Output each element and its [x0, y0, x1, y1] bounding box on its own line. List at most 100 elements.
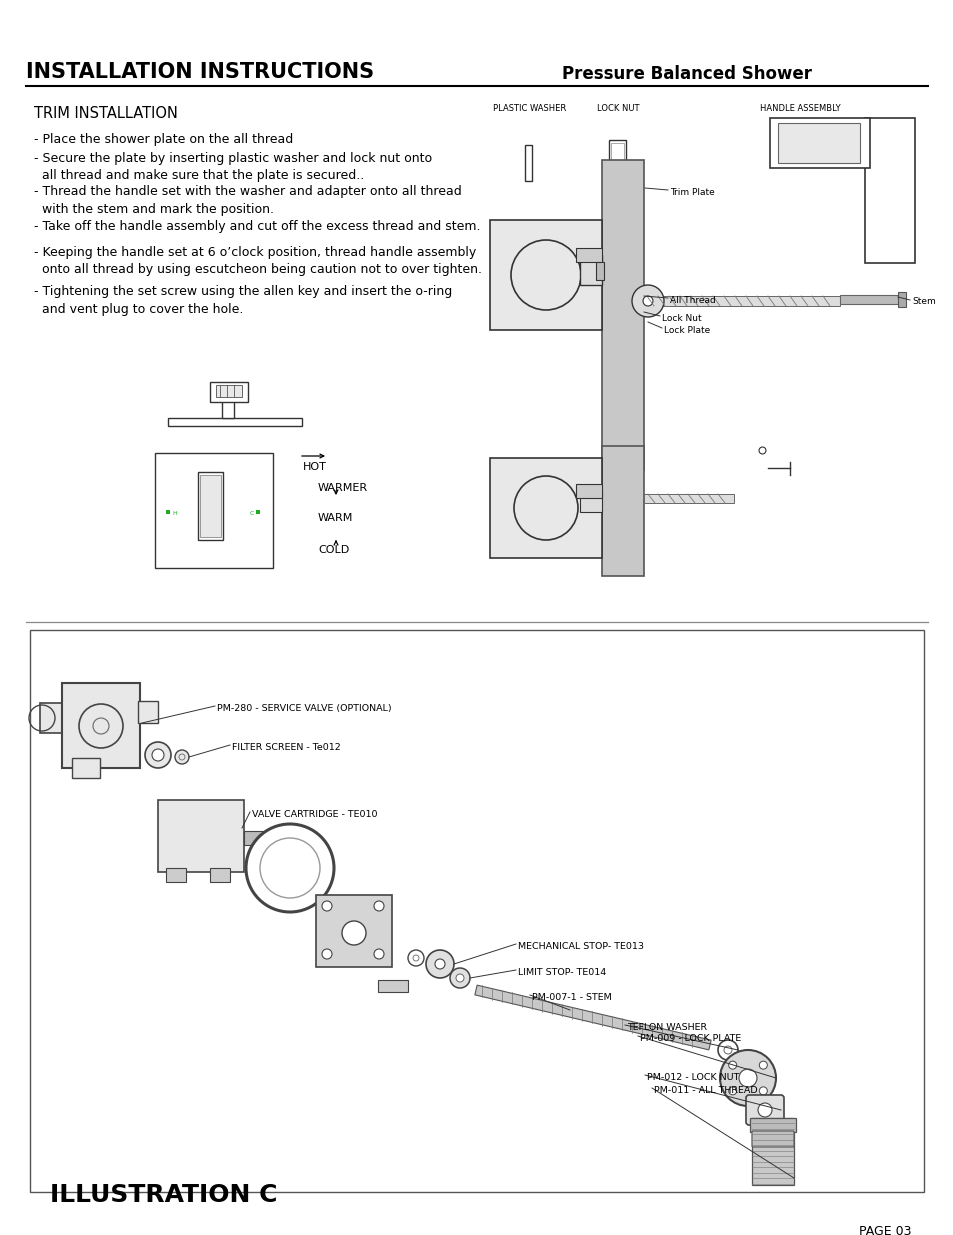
- Text: MECHANICAL STOP- TE013: MECHANICAL STOP- TE013: [517, 942, 643, 951]
- Circle shape: [631, 285, 663, 317]
- Bar: [475, 986, 710, 1050]
- Bar: [266, 831, 280, 842]
- Bar: [490, 220, 601, 330]
- Bar: [864, 119, 914, 263]
- Bar: [62, 683, 140, 768]
- Bar: [490, 458, 601, 558]
- Bar: [71, 758, 100, 778]
- Text: HANDLE ASSEMBLY: HANDLE ASSEMBLY: [759, 104, 840, 112]
- Circle shape: [642, 296, 652, 306]
- Text: Trim Plate: Trim Plate: [669, 188, 714, 198]
- Circle shape: [456, 974, 463, 982]
- Circle shape: [739, 1070, 757, 1087]
- Circle shape: [322, 902, 332, 911]
- Text: COLD: COLD: [317, 545, 349, 555]
- Circle shape: [728, 1087, 736, 1095]
- Bar: [749, 1118, 795, 1132]
- Circle shape: [450, 968, 470, 988]
- Bar: [634, 295, 643, 306]
- Bar: [524, 144, 532, 182]
- Circle shape: [246, 824, 334, 911]
- Bar: [579, 254, 601, 285]
- Bar: [198, 472, 223, 540]
- Text: PM-012 - LOCK NUT: PM-012 - LOCK NUT: [646, 1073, 739, 1082]
- Bar: [610, 143, 623, 165]
- Bar: [200, 475, 221, 537]
- Text: - Tightening the set screw using the allen key and insert the o-ring
  and vent : - Tightening the set screw using the all…: [34, 285, 452, 315]
- Bar: [315, 895, 392, 967]
- Text: LIMIT STOP- TE014: LIMIT STOP- TE014: [517, 968, 605, 977]
- Text: PM-007-1 - STEM: PM-007-1 - STEM: [532, 993, 611, 1002]
- Text: PM-280 - SERVICE VALVE (OPTIONAL): PM-280 - SERVICE VALVE (OPTIONAL): [216, 704, 392, 713]
- Bar: [643, 494, 733, 503]
- Text: - Secure the plate by inserting plastic washer and lock nut onto
  all thread an: - Secure the plate by inserting plastic …: [34, 152, 432, 183]
- Bar: [576, 484, 601, 498]
- Text: - Keeping the handle set at 6 o’clock position, thread handle assembly
  onto al: - Keeping the handle set at 6 o’clock po…: [34, 246, 481, 277]
- Text: TRIM INSTALLATION: TRIM INSTALLATION: [34, 106, 177, 121]
- Bar: [596, 262, 603, 280]
- Circle shape: [426, 950, 454, 978]
- Text: WARMER: WARMER: [317, 483, 368, 493]
- Bar: [158, 800, 244, 872]
- Text: - Thread the handle set with the washer and adapter onto all thread
  with the s: - Thread the handle set with the washer …: [34, 185, 461, 215]
- Bar: [244, 831, 266, 845]
- Text: LOCK NUT: LOCK NUT: [597, 104, 639, 112]
- Text: Lock Nut: Lock Nut: [661, 314, 700, 324]
- FancyBboxPatch shape: [751, 1131, 793, 1147]
- Bar: [210, 868, 230, 882]
- Bar: [601, 161, 643, 471]
- Text: TEFLON WASHER: TEFLON WASHER: [626, 1023, 706, 1032]
- Text: PLASTIC WASHER: PLASTIC WASHER: [493, 104, 566, 112]
- Circle shape: [374, 948, 384, 960]
- Text: H: H: [172, 511, 176, 516]
- Bar: [608, 140, 625, 168]
- Text: FILTER SCREEN - Te012: FILTER SCREEN - Te012: [232, 743, 340, 752]
- Bar: [601, 446, 643, 576]
- Bar: [579, 490, 601, 513]
- Bar: [168, 417, 302, 426]
- Bar: [840, 295, 899, 304]
- Circle shape: [145, 742, 171, 768]
- Bar: [576, 248, 601, 262]
- Bar: [643, 296, 840, 306]
- Bar: [30, 630, 923, 1192]
- Circle shape: [341, 921, 366, 945]
- Text: ILLUSTRATION C: ILLUSTRATION C: [50, 1183, 277, 1207]
- Bar: [210, 382, 248, 403]
- Bar: [377, 981, 408, 992]
- Circle shape: [759, 1061, 766, 1070]
- Bar: [751, 1118, 793, 1186]
- Circle shape: [718, 1040, 738, 1060]
- Text: C: C: [250, 511, 253, 516]
- Bar: [166, 868, 186, 882]
- Text: - Take off the handle assembly and cut off the excess thread and stem.: - Take off the handle assembly and cut o…: [34, 220, 480, 233]
- Circle shape: [322, 948, 332, 960]
- Text: - Place the shower plate on the all thread: - Place the shower plate on the all thre…: [34, 133, 293, 146]
- Bar: [222, 400, 233, 417]
- Bar: [215, 385, 242, 396]
- Text: All Thread: All Thread: [669, 296, 715, 305]
- Bar: [138, 701, 158, 722]
- Bar: [769, 119, 869, 168]
- Circle shape: [174, 750, 189, 764]
- Text: PM-011 - ALL THREAD: PM-011 - ALL THREAD: [654, 1086, 757, 1095]
- Circle shape: [374, 902, 384, 911]
- Circle shape: [435, 960, 444, 969]
- Bar: [778, 124, 859, 163]
- Circle shape: [759, 1087, 766, 1095]
- Text: WARM: WARM: [317, 513, 353, 522]
- Circle shape: [728, 1061, 736, 1070]
- Text: HOT: HOT: [303, 462, 327, 472]
- Circle shape: [260, 839, 319, 898]
- Text: PM-009 - LOCK PLATE: PM-009 - LOCK PLATE: [639, 1034, 740, 1044]
- Bar: [154, 453, 273, 568]
- Circle shape: [720, 1050, 775, 1107]
- Text: Pressure Balanced Shower: Pressure Balanced Shower: [561, 65, 811, 83]
- Text: PAGE 03: PAGE 03: [859, 1225, 911, 1235]
- Circle shape: [723, 1046, 731, 1053]
- Bar: [897, 291, 905, 308]
- Text: INSTALLATION INSTRUCTIONS: INSTALLATION INSTRUCTIONS: [26, 62, 374, 82]
- Text: Lock Plate: Lock Plate: [663, 326, 709, 335]
- Text: Stem: Stem: [911, 296, 935, 306]
- Circle shape: [152, 748, 164, 761]
